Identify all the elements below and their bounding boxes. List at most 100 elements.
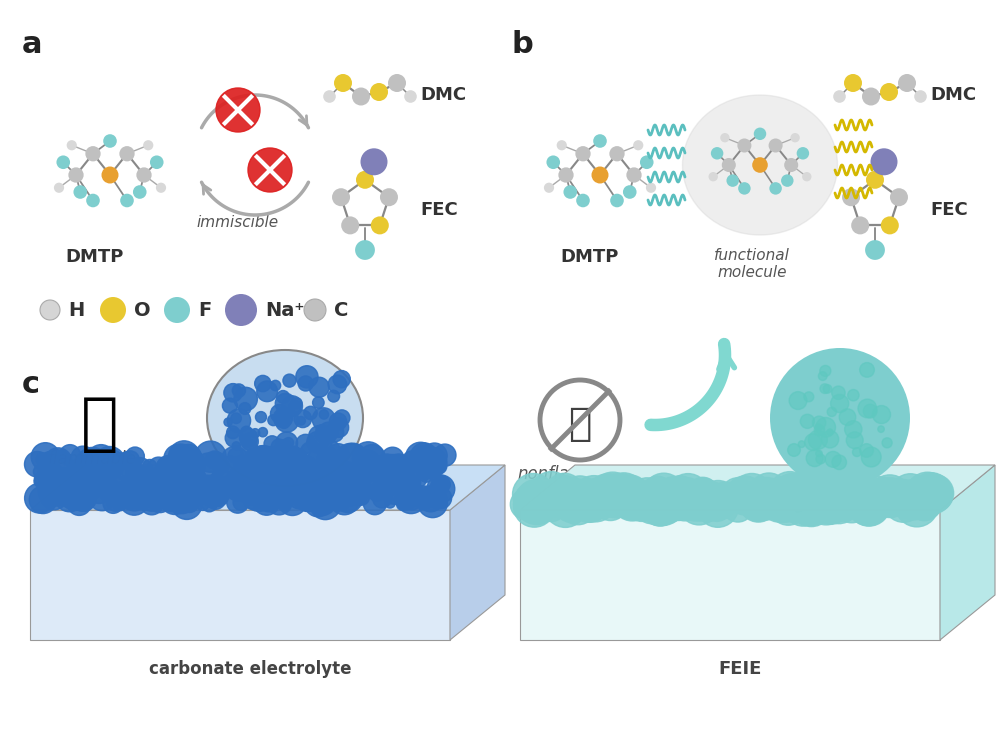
Circle shape	[365, 457, 375, 467]
Circle shape	[289, 446, 300, 458]
Circle shape	[625, 494, 649, 517]
Circle shape	[760, 480, 784, 504]
Circle shape	[242, 463, 268, 489]
Circle shape	[764, 491, 794, 521]
Circle shape	[167, 460, 177, 470]
Circle shape	[560, 476, 600, 516]
Circle shape	[745, 477, 787, 520]
Circle shape	[550, 489, 576, 514]
Circle shape	[258, 427, 267, 437]
Circle shape	[718, 485, 737, 504]
Circle shape	[280, 474, 302, 496]
Circle shape	[328, 457, 344, 473]
Circle shape	[769, 487, 807, 525]
Circle shape	[107, 461, 123, 477]
Circle shape	[693, 489, 725, 521]
Circle shape	[287, 483, 312, 509]
Circle shape	[248, 458, 272, 483]
Circle shape	[388, 470, 412, 494]
Circle shape	[853, 448, 861, 457]
Circle shape	[642, 476, 673, 508]
Circle shape	[61, 489, 81, 509]
Text: immiscible: immiscible	[197, 215, 279, 230]
Circle shape	[279, 417, 290, 429]
Circle shape	[598, 482, 628, 511]
Circle shape	[68, 465, 80, 477]
Circle shape	[610, 193, 624, 207]
Polygon shape	[30, 510, 450, 640]
Circle shape	[405, 466, 427, 489]
Circle shape	[688, 489, 705, 506]
Circle shape	[270, 380, 281, 390]
Circle shape	[264, 446, 286, 469]
Circle shape	[390, 469, 415, 494]
Circle shape	[704, 490, 733, 520]
Circle shape	[334, 483, 363, 513]
Circle shape	[430, 487, 452, 508]
Circle shape	[286, 475, 302, 491]
Circle shape	[846, 432, 863, 449]
Circle shape	[826, 485, 843, 501]
Circle shape	[257, 381, 277, 401]
Circle shape	[251, 429, 260, 438]
Circle shape	[839, 409, 856, 425]
Circle shape	[338, 473, 369, 503]
Circle shape	[739, 483, 778, 521]
Circle shape	[820, 365, 831, 376]
Circle shape	[87, 466, 106, 484]
Circle shape	[301, 482, 331, 512]
Circle shape	[800, 478, 830, 508]
Circle shape	[121, 451, 139, 469]
Circle shape	[113, 497, 127, 511]
Circle shape	[699, 486, 727, 513]
Circle shape	[731, 491, 755, 514]
Circle shape	[167, 492, 179, 504]
Circle shape	[275, 446, 306, 477]
Circle shape	[816, 455, 825, 464]
Circle shape	[34, 472, 49, 487]
Circle shape	[574, 479, 617, 522]
Circle shape	[785, 492, 811, 517]
Circle shape	[251, 446, 276, 471]
Text: functional
molecule: functional molecule	[714, 248, 790, 280]
Text: DMTP: DMTP	[66, 248, 124, 266]
Circle shape	[322, 475, 346, 499]
Circle shape	[916, 475, 954, 512]
Circle shape	[588, 493, 604, 509]
Circle shape	[379, 455, 407, 482]
Circle shape	[563, 483, 586, 507]
Circle shape	[199, 479, 227, 507]
Polygon shape	[520, 510, 940, 640]
Circle shape	[55, 482, 84, 511]
Circle shape	[156, 182, 166, 193]
Circle shape	[167, 485, 196, 514]
Circle shape	[681, 483, 718, 521]
Circle shape	[679, 486, 701, 509]
Circle shape	[726, 476, 763, 513]
Circle shape	[328, 444, 349, 465]
Circle shape	[881, 216, 899, 235]
Circle shape	[277, 461, 307, 491]
Circle shape	[132, 463, 142, 473]
Circle shape	[568, 487, 599, 519]
Circle shape	[544, 485, 587, 528]
Circle shape	[397, 480, 407, 491]
Circle shape	[792, 494, 810, 511]
Circle shape	[415, 457, 438, 479]
Circle shape	[257, 489, 280, 512]
Circle shape	[143, 460, 157, 474]
Circle shape	[268, 415, 279, 426]
Circle shape	[898, 480, 931, 512]
Circle shape	[697, 486, 739, 528]
Circle shape	[815, 424, 822, 431]
Circle shape	[174, 476, 203, 506]
Circle shape	[233, 475, 260, 503]
Circle shape	[231, 466, 251, 486]
Circle shape	[399, 469, 420, 490]
Circle shape	[149, 465, 179, 494]
Circle shape	[262, 454, 273, 465]
Text: carbonate electrolyte: carbonate electrolyte	[149, 660, 351, 678]
Circle shape	[176, 480, 200, 503]
Circle shape	[61, 467, 77, 483]
Circle shape	[304, 299, 326, 321]
